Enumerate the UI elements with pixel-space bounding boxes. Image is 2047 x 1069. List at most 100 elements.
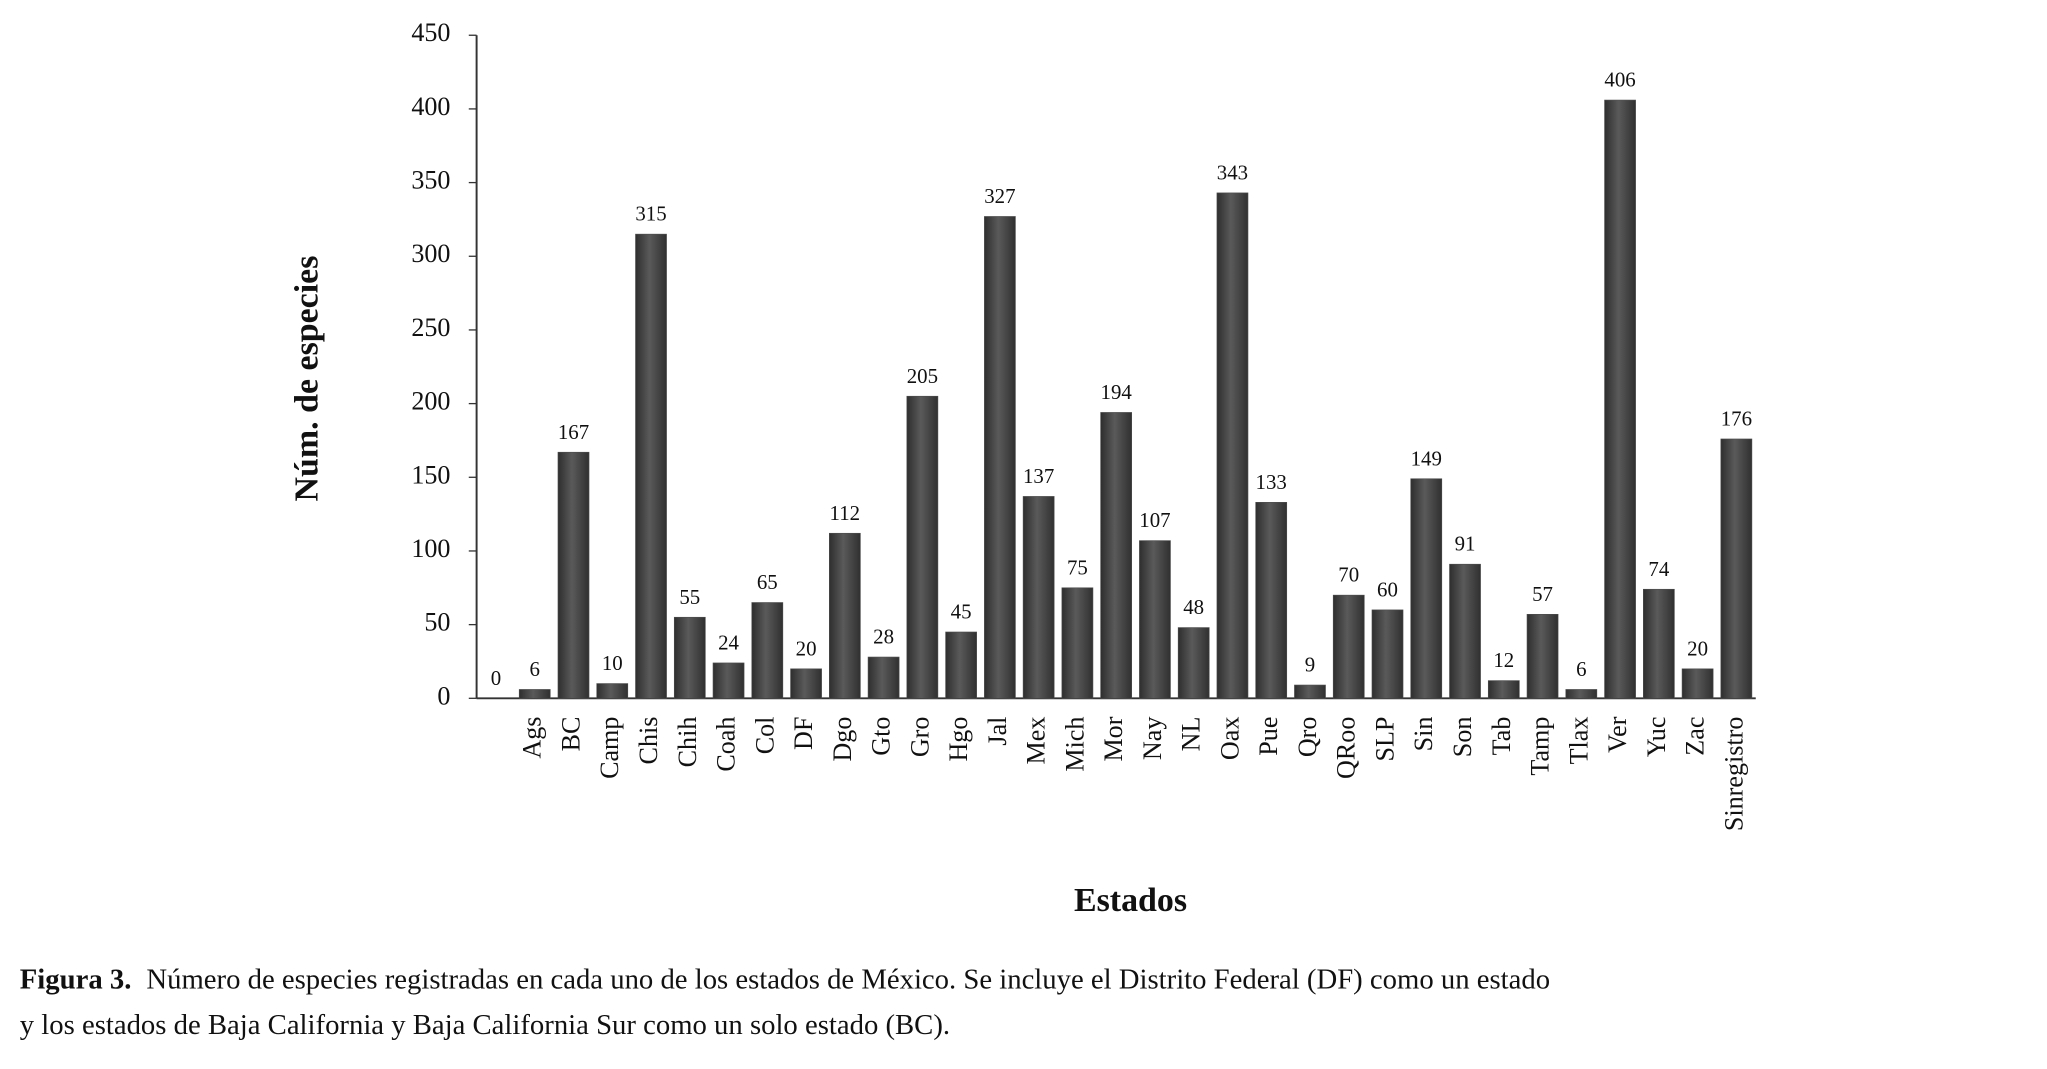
x-tick-label: Son (1448, 717, 1477, 758)
value-label: 6 (1576, 657, 1586, 681)
x-tick-label: Yuc (1642, 717, 1671, 758)
bar (751, 602, 784, 699)
bar (1100, 412, 1133, 699)
bar (1371, 609, 1404, 699)
x-tick-label: Chis (634, 717, 663, 765)
bar (712, 662, 745, 699)
bar (1487, 680, 1520, 699)
value-label: 343 (1217, 160, 1248, 184)
x-tick-label: Nay (1138, 717, 1167, 760)
bar (1177, 627, 1210, 699)
value-label: 74 (1648, 557, 1669, 581)
value-label: 0 (491, 666, 501, 690)
value-label: 176 (1721, 406, 1752, 430)
x-tick-label: NL (1177, 717, 1206, 752)
x-tick-label: Tlax (1564, 717, 1593, 765)
bar (1139, 540, 1171, 699)
x-tick-label: Tamp (1526, 717, 1555, 776)
x-tick-label: Sinregistro (1719, 717, 1748, 832)
value-label: 57 (1532, 582, 1553, 606)
value-label: 60 (1377, 577, 1398, 601)
x-axis-title: Estados (1074, 882, 1187, 919)
bar (1332, 594, 1365, 699)
x-tick-label: Mor (1099, 716, 1128, 761)
bar (1681, 668, 1714, 699)
x-tick-label: Chih (673, 717, 702, 768)
bar (1022, 496, 1055, 699)
x-tick-label: DF (789, 717, 818, 750)
bar (829, 532, 861, 699)
y-tick-label: 0 (437, 681, 450, 710)
x-tick-label: Ver (1603, 716, 1632, 753)
x-tick-label: Ags (518, 717, 547, 759)
value-label: 20 (796, 636, 817, 660)
value-label: 149 (1411, 446, 1442, 470)
bar (945, 631, 977, 699)
value-label: 205 (907, 364, 938, 388)
x-tick-label: Dgo (828, 717, 857, 762)
value-label: 194 (1101, 380, 1133, 404)
x-tick-label: Pue (1254, 717, 1283, 756)
value-label: 65 (757, 570, 778, 594)
bar (557, 451, 590, 699)
bar (1216, 192, 1249, 699)
bar (635, 233, 667, 699)
x-tick-label: Coah (712, 717, 741, 772)
value-label: 12 (1493, 648, 1514, 672)
value-label: 9 (1305, 653, 1315, 677)
x-tick-label: Mich (1060, 717, 1089, 772)
y-tick-label: 400 (411, 92, 450, 121)
value-label: 137 (1023, 464, 1054, 488)
value-label: 91 (1455, 532, 1476, 556)
value-label: 6 (530, 657, 540, 681)
bar (1449, 563, 1481, 699)
x-tick-label: Jal (983, 717, 1012, 746)
value-label: 112 (830, 501, 861, 525)
bar (906, 395, 939, 699)
x-tick-label: Zac (1681, 717, 1710, 756)
caption-label: Figura 3. (20, 963, 132, 995)
bar (867, 656, 900, 699)
value-label: 20 (1687, 636, 1708, 660)
y-tick-label: 50 (424, 608, 450, 637)
bar (1643, 588, 1675, 699)
value-label: 10 (602, 651, 623, 675)
value-label: 48 (1183, 595, 1204, 619)
x-tick-label: Camp (595, 717, 624, 779)
value-label: 24 (718, 630, 739, 654)
x-tick-label: Hgo (944, 717, 973, 762)
value-label: 75 (1067, 555, 1088, 579)
value-label: 28 (873, 625, 894, 649)
y-tick-label: 450 (411, 18, 450, 47)
x-tick-label: Mex (1022, 717, 1051, 765)
value-label: 133 (1256, 470, 1287, 494)
caption-line: Número de especies registradas en cada u… (146, 963, 1550, 995)
y-tick-label: 250 (411, 313, 450, 342)
bar (596, 683, 629, 699)
caption: Figura 3. Número de especies registradas… (20, 963, 1557, 1041)
bar (1294, 684, 1326, 699)
bar (1410, 478, 1443, 699)
y-tick-label: 200 (411, 387, 450, 416)
bar (673, 616, 706, 699)
value-label: 406 (1604, 68, 1635, 92)
y-tick-label: 350 (411, 166, 450, 195)
x-tick-label: Gro (905, 717, 934, 758)
x-tick-label: QRoo (1332, 717, 1361, 779)
value-label: 327 (984, 184, 1015, 208)
caption-line: y los estados de Baja California y Baja … (20, 1009, 950, 1041)
x-tick-label: Gto (867, 717, 896, 756)
value-label: 45 (951, 600, 972, 624)
y-tick-label: 150 (411, 460, 450, 489)
y-axis-title: Núm. de especies (288, 256, 325, 502)
x-tick-label: Tab (1487, 717, 1516, 756)
x-tick-label: Sin (1409, 717, 1438, 752)
bar (790, 668, 822, 699)
y-tick-label: 100 (411, 534, 450, 563)
bar (1720, 438, 1753, 699)
x-tick-label: Oax (1215, 717, 1244, 760)
value-label: 70 (1338, 563, 1359, 587)
y-tick-label: 300 (411, 239, 450, 268)
